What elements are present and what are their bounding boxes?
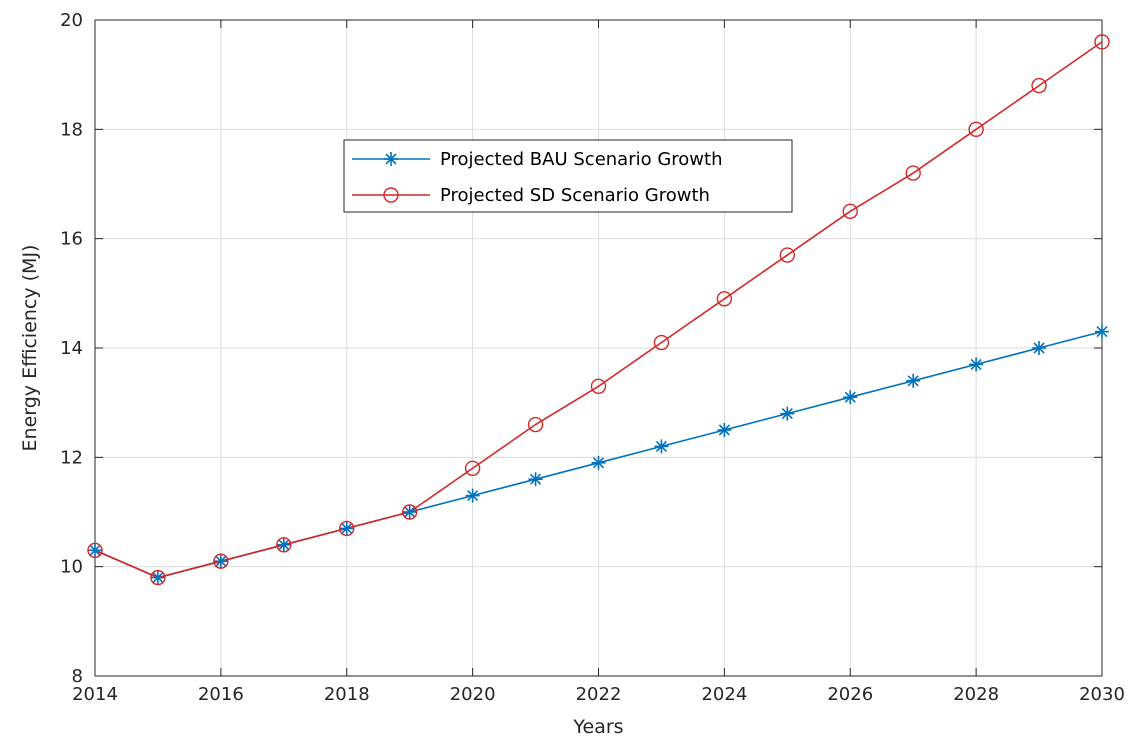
data-point-bau	[1095, 324, 1109, 339]
data-point-bau	[528, 472, 543, 487]
legend-label-sd: Projected SD Scenario Growth	[440, 185, 710, 206]
data-point-sd	[1031, 77, 1047, 94]
data-point-bau	[717, 423, 732, 437]
data-point-bau	[402, 505, 417, 519]
legend: Projected BAU Scenario Growth Projected …	[343, 139, 793, 213]
x-tick-label: 2030	[1079, 684, 1125, 705]
y-tick-label: 14	[60, 338, 83, 359]
data-point-sd	[968, 121, 984, 138]
data-point-bau	[906, 373, 921, 388]
data-point-sd	[842, 203, 858, 220]
y-tick-label: 18	[60, 119, 83, 140]
legend-entry-bau: Projected BAU Scenario Growth	[352, 149, 723, 170]
data-point-bau	[150, 570, 165, 585]
data-point-bau	[88, 543, 102, 558]
x-tick-label: 2028	[953, 684, 999, 705]
data-point-sd	[779, 247, 796, 263]
x-tick-label: 2018	[324, 684, 370, 705]
y-tick-label: 20	[60, 10, 83, 31]
y-tick-label: 16	[60, 229, 83, 250]
data-point-sd	[590, 378, 607, 394]
y-axis-title: Energy Efficiency (MJ)	[19, 245, 41, 452]
data-point-bau	[1032, 341, 1047, 355]
legend-marker-symbol	[384, 152, 398, 166]
x-axis-title: Years	[572, 716, 623, 738]
y-tick-label: 12	[60, 447, 83, 468]
data-point-sd	[213, 553, 229, 569]
data-point-bau	[276, 537, 291, 552]
data-point-bau	[654, 439, 669, 454]
data-point-bau	[339, 521, 354, 536]
legend-marker-sd	[383, 187, 399, 203]
data-point-sd	[905, 165, 921, 181]
y-tick-label: 10	[60, 557, 83, 578]
data-point-sd	[150, 569, 166, 586]
x-tick-label: 2020	[450, 684, 496, 705]
data-point-bau	[213, 554, 228, 569]
legend-entry-sd: Projected SD Scenario Growth	[352, 185, 710, 206]
legend-box	[343, 139, 793, 213]
legend-marker-bau	[384, 152, 398, 166]
data-point-sd	[653, 334, 670, 351]
x-tick-label: 2024	[701, 684, 747, 705]
data-point-bau	[969, 357, 984, 372]
legend-marker-symbol	[383, 187, 399, 203]
grid	[94, 19, 1103, 677]
y-tick-label: 8	[72, 666, 83, 687]
legend-label-bau: Projected BAU Scenario Growth	[440, 149, 723, 170]
x-tick-label: 2016	[198, 684, 244, 705]
data-point-sd	[527, 416, 544, 433]
series-group	[87, 34, 1110, 586]
series-line-sd	[94, 41, 1103, 579]
data-point-bau	[843, 390, 858, 405]
data-point-sd	[339, 520, 355, 537]
data-point-sd	[464, 460, 481, 476]
x-tick-label: 2022	[576, 684, 622, 705]
data-point-bau	[465, 488, 480, 503]
data-point-sd	[1094, 34, 1110, 50]
ticks: 2014 2016 2018 2020 2022 2024 2026 2028 20308101…	[60, 10, 1125, 705]
x-tick-label: 2014	[72, 684, 118, 705]
data-point-bau	[780, 406, 795, 421]
data-point-sd	[87, 542, 103, 558]
data-point-sd	[401, 504, 418, 520]
data-point-sd	[276, 537, 292, 553]
x-tick-label: 2026	[827, 684, 873, 705]
data-point-sd	[716, 291, 733, 307]
data-point-bau	[591, 455, 606, 470]
